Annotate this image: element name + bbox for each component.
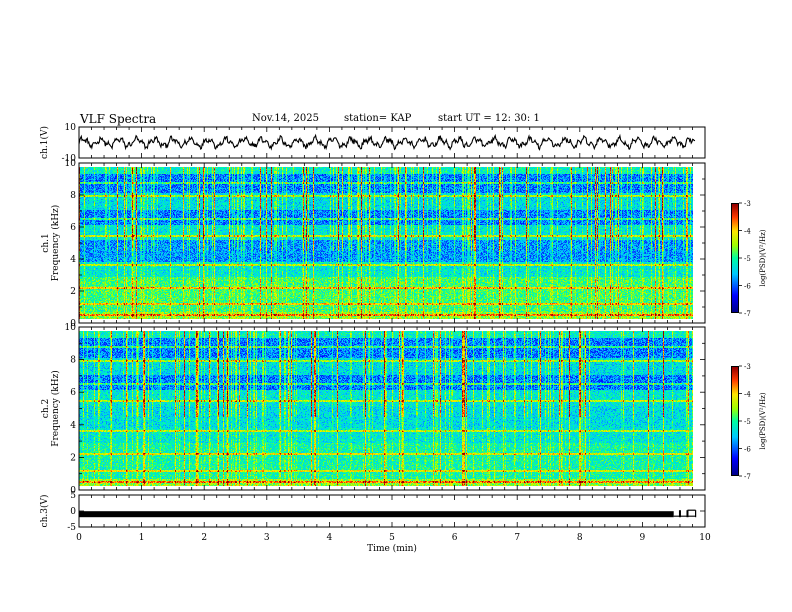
colorbar-tick-label: -5 bbox=[744, 255, 751, 263]
ch2-spectrogram-image bbox=[79, 331, 693, 486]
x-tick-label: 8 bbox=[577, 533, 583, 543]
date-label: Nov.14, 2025 bbox=[252, 113, 319, 124]
panel-frame-2 bbox=[78, 162, 706, 324]
x-tick-label: 3 bbox=[264, 533, 270, 543]
station-label: station= KAP bbox=[344, 113, 412, 124]
ch3-ylabel: ch.3(V) bbox=[39, 495, 50, 528]
x-tick-label: 4 bbox=[327, 533, 333, 543]
y-tick-label: -10 bbox=[62, 154, 77, 164]
y-tick-label: -5 bbox=[67, 523, 76, 533]
y-tick-label: 0 bbox=[70, 319, 76, 329]
y-tick-label: 6 bbox=[70, 223, 76, 233]
y-tick-label: 4 bbox=[70, 421, 76, 431]
start-time-label: start UT = 12: 30: 1 bbox=[438, 113, 540, 124]
y-tick-label: 2 bbox=[70, 453, 76, 463]
y-tick-label: 0 bbox=[70, 507, 76, 517]
colorbar-tick-label: -7 bbox=[744, 310, 751, 318]
x-tick-label: 0 bbox=[76, 533, 82, 543]
ch1-channel-label: ch.1 bbox=[41, 233, 51, 252]
y-tick-label: 8 bbox=[70, 356, 76, 366]
ch2-frequency-label: Frequency (kHz) bbox=[50, 370, 61, 447]
y-tick-label: 5 bbox=[70, 491, 76, 501]
ch2-channel-label: ch.2 bbox=[41, 399, 51, 418]
colorbar-tick-label: -4 bbox=[744, 391, 751, 399]
x-tick-label: 7 bbox=[514, 533, 520, 543]
x-tick-label: 1 bbox=[139, 533, 145, 543]
colorbar-tick-label: -4 bbox=[744, 228, 751, 236]
y-tick-label: 10 bbox=[65, 123, 77, 133]
colorbar-tick-label: -3 bbox=[744, 200, 751, 208]
colorbar-label-2: log(PSD)(V²/Hz) bbox=[759, 392, 767, 449]
colorbar-tick-label: -5 bbox=[744, 418, 751, 426]
y-tick-label: 4 bbox=[70, 255, 76, 265]
x-tick-label: 5 bbox=[389, 533, 395, 543]
ch3-trace-bar bbox=[79, 511, 674, 518]
ch1-spectrogram-image bbox=[79, 167, 693, 319]
ch1-colorbar bbox=[731, 203, 739, 313]
colorbar-tick-label: -3 bbox=[744, 363, 751, 371]
x-tick-label: 2 bbox=[201, 533, 207, 543]
y-tick-label: 6 bbox=[70, 388, 76, 398]
ch2-colorbar bbox=[731, 366, 739, 476]
colorbar-label-1: log(PSD)(V²/Hz) bbox=[759, 229, 767, 286]
colorbar-tick-label: -6 bbox=[744, 283, 751, 291]
x-tick-label: 9 bbox=[640, 533, 646, 543]
figure-title: VLF Spectra bbox=[80, 112, 157, 126]
y-tick-label: 8 bbox=[70, 191, 76, 201]
y-tick-label: 0 bbox=[70, 486, 76, 496]
ch1-ylabel: ch.1(V) bbox=[39, 126, 50, 159]
colorbar-tick-label: -6 bbox=[744, 446, 751, 454]
y-tick-label: 10 bbox=[65, 323, 77, 333]
y-tick-label: 10 bbox=[65, 159, 77, 169]
colorbar-tick-label: -7 bbox=[744, 473, 751, 481]
x-tick-label: 6 bbox=[452, 533, 458, 543]
x-tick-label: 10 bbox=[699, 533, 711, 543]
panel-frame-3 bbox=[78, 326, 706, 491]
ch1-waveform-line bbox=[78, 133, 696, 151]
ch1-frequency-label: Frequency (kHz) bbox=[50, 205, 61, 282]
x-axis-title: Time (min) bbox=[367, 543, 417, 554]
y-tick-label: 2 bbox=[70, 287, 76, 297]
